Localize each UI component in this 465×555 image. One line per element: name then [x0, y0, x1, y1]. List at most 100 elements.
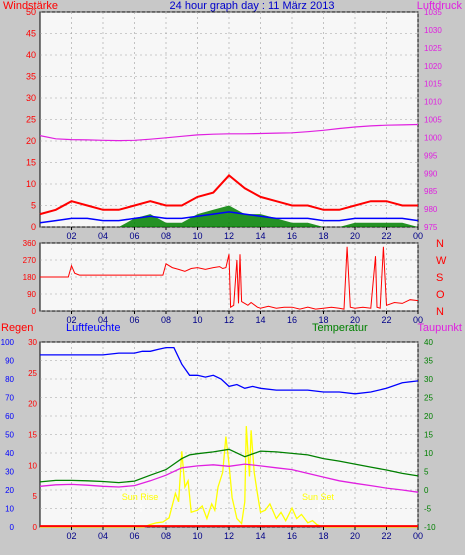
- compass-label: W: [436, 255, 447, 267]
- x-tick-label: 06: [129, 531, 139, 541]
- pressure-tick-label: 1025: [424, 44, 442, 53]
- temperature-axis-label: Temperatur: [312, 322, 368, 334]
- humidity-tick-label: 40: [5, 449, 14, 458]
- humidity-tick-label: 30: [5, 468, 14, 477]
- x-tick-label: 18: [318, 531, 328, 541]
- sunset-label: Sun Set: [302, 492, 335, 502]
- wind-panel-series: [39, 123, 419, 227]
- rain-tick-label: 0: [33, 523, 38, 532]
- wind-tick-label: 40: [26, 50, 36, 60]
- climate-panel-axes: 0102030405060708090100051015202530-10-50…: [1, 338, 436, 541]
- humidity-tick-label: 20: [5, 486, 14, 495]
- pressure-axis-label: Luftdruck: [417, 0, 463, 12]
- rain-tick-label: 5: [33, 492, 38, 501]
- pressure-tick-label: 975: [424, 223, 438, 232]
- wind-tick-label: 0: [31, 222, 36, 232]
- x-tick-label: 08: [161, 531, 171, 541]
- wind-panel-axes: 0510152025303540455097598098599099510001…: [26, 7, 442, 241]
- wind-direction-series: [40, 246, 419, 310]
- climate-panel-series: [39, 346, 419, 528]
- temperature-tick-label: 30: [424, 375, 433, 384]
- humidity-tick-label: 100: [1, 338, 15, 347]
- x-tick-label: 08: [161, 315, 171, 325]
- direction-tick-label: 0: [32, 307, 37, 316]
- pressure-tick-label: 1035: [424, 8, 442, 17]
- humidity-tick-label: 60: [5, 412, 14, 421]
- wind-tick-label: 30: [26, 93, 36, 103]
- x-tick-label: 00: [413, 531, 423, 541]
- x-tick-label: 08: [161, 231, 171, 241]
- humidity-tick-label: 50: [5, 431, 14, 440]
- x-tick-label: 22: [381, 231, 391, 241]
- x-tick-label: 14: [255, 231, 265, 241]
- wind-tick-label: 5: [31, 201, 36, 211]
- direction-tick-label: 360: [23, 239, 37, 248]
- humidity-axis-label: Luftfeuchte: [66, 322, 120, 334]
- x-tick-label: 10: [192, 315, 202, 325]
- pressure-tick-label: 990: [424, 169, 438, 178]
- humidity-tick-label: 70: [5, 394, 14, 403]
- temperature-tick-label: 5: [424, 468, 429, 477]
- wind-tick-label: 45: [26, 29, 36, 39]
- x-tick-label: 18: [318, 231, 328, 241]
- x-tick-label: 02: [66, 231, 76, 241]
- compass-label: N: [436, 306, 444, 318]
- rain-tick-label: 25: [28, 369, 37, 378]
- pressure-tick-label: 980: [424, 205, 438, 214]
- wind-tick-label: 15: [26, 158, 36, 168]
- rain-tick-label: 10: [28, 461, 37, 470]
- x-tick-label: 14: [255, 531, 265, 541]
- climate-panel-grid: [40, 341, 419, 528]
- wind-average-line: [39, 211, 419, 224]
- x-tick-label: 00: [413, 315, 423, 325]
- x-tick-label: 06: [129, 315, 139, 325]
- x-tick-label: 02: [66, 531, 76, 541]
- humidity-tick-label: 10: [5, 505, 14, 514]
- x-tick-label: 18: [318, 315, 328, 325]
- rain-tick-label: 30: [28, 338, 37, 347]
- pressure-tick-label: 1005: [424, 116, 442, 125]
- rain-tick-label: 20: [28, 400, 37, 409]
- temperature-tick-label: 15: [424, 431, 433, 440]
- temperature-tick-label: -5: [424, 505, 432, 514]
- x-tick-label: 20: [350, 231, 360, 241]
- x-tick-label: 06: [129, 231, 139, 241]
- dewpoint-axis-label: Taupunkt: [417, 322, 462, 334]
- temperature-tick-label: 40: [424, 338, 433, 347]
- pressure-tick-label: 1000: [424, 133, 442, 142]
- chart-title: 24 hour graph day : 11 März 2013: [170, 0, 335, 12]
- gust-area: [40, 205, 418, 227]
- rain-tick-label: 15: [28, 431, 37, 440]
- solar-radiation-line: [40, 426, 418, 528]
- wind-tick-label: 25: [26, 115, 36, 125]
- x-tick-label: 20: [350, 315, 360, 325]
- x-tick-label: 04: [98, 315, 108, 325]
- x-tick-label: 02: [66, 315, 76, 325]
- wind-direction-line: [40, 246, 419, 310]
- temperature-tick-label: -10: [424, 523, 436, 532]
- wind-tick-label: 20: [26, 136, 36, 146]
- x-tick-label: 22: [381, 531, 391, 541]
- x-tick-label: 12: [224, 231, 234, 241]
- direction-tick-label: 270: [23, 256, 37, 265]
- compass-label: S: [436, 272, 443, 284]
- x-tick-label: 04: [98, 231, 108, 241]
- rain-axis-label: Regen: [1, 322, 33, 334]
- pressure-tick-label: 1010: [424, 98, 442, 107]
- pressure-tick-label: 1015: [424, 80, 442, 89]
- temperature-tick-label: 10: [424, 449, 433, 458]
- wind-gust-line: [39, 174, 418, 216]
- pressure-tick-label: 1030: [424, 26, 442, 35]
- x-tick-label: 22: [381, 315, 391, 325]
- x-tick-label: 12: [224, 315, 234, 325]
- x-tick-label: 14: [255, 315, 265, 325]
- temperature-line: [39, 448, 419, 484]
- wind-tick-label: 50: [26, 7, 36, 17]
- pressure-line: [39, 123, 419, 142]
- humidity-line: [40, 346, 419, 395]
- wind-axis-label: Windstärke: [3, 0, 58, 12]
- temperature-tick-label: 20: [424, 412, 433, 421]
- pressure-tick-label: 995: [424, 151, 438, 160]
- temperature-tick-label: 35: [424, 357, 433, 366]
